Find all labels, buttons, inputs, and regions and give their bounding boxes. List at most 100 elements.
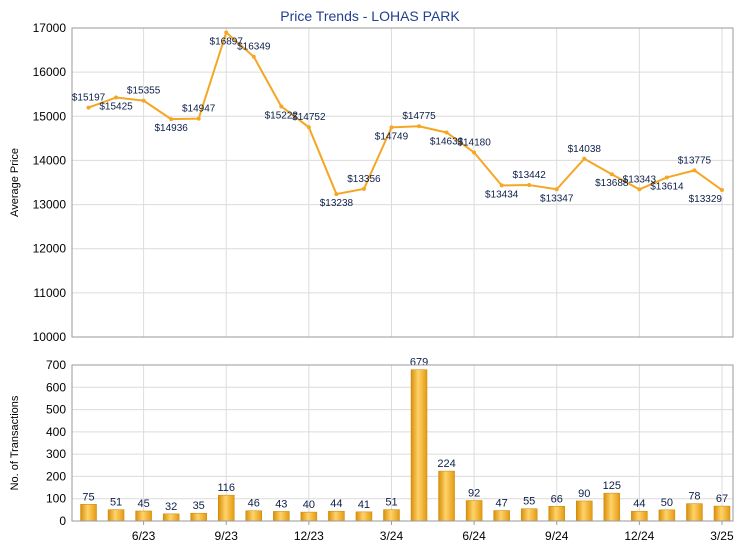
price-data-label: $16349 [237,42,271,53]
price-series-line [88,31,723,196]
transaction-data-label: 46 [248,498,260,510]
price-y-tick: 10000 [33,330,67,344]
price-data-label: $13356 [347,174,381,185]
transaction-bar [162,513,180,522]
x-tick-label: 3/24 [380,529,404,543]
price-y-axis-label: Average Price [9,148,21,217]
price-data-label: $14947 [182,104,216,115]
transaction-bar [355,511,373,522]
transaction-bar [328,510,345,522]
transactions-y-axis-label: No. of Transactions [9,395,21,490]
price-data-label: $13434 [485,189,519,200]
price-y-tick: 15000 [33,109,67,123]
transactions-y-tick: 500 [46,403,66,417]
transaction-bar [603,492,621,522]
price-point [114,95,119,100]
price-data-label: $13238 [320,198,354,209]
transaction-data-label: 40 [303,499,315,511]
x-tick-label: 12/23 [294,529,324,543]
transaction-data-label: 55 [523,496,535,508]
x-tick-label: 3/25 [710,529,734,543]
transaction-bar [713,505,731,522]
price-point [417,124,422,129]
transaction-bar [410,369,428,522]
price-data-label: $13688 [595,178,629,189]
transaction-bar [520,508,538,522]
price-point [86,105,91,110]
price-data-label: $15197 [72,93,106,104]
transaction-bar [493,510,510,522]
price-data-label: $14038 [568,144,602,155]
transaction-data-label: 43 [275,498,287,510]
chart-title: Price Trends - LOHAS PARK [280,8,460,24]
price-point [279,104,284,109]
transactions-plot-area [72,365,733,521]
transaction-data-label: 66 [551,493,563,505]
transaction-bar [383,509,400,522]
price-point [472,150,477,155]
transaction-data-label: 32 [165,501,177,513]
price-point [664,175,669,180]
transaction-data-label: 44 [633,498,645,510]
price-data-label: $15355 [127,86,161,97]
transactions-y-tick: 200 [46,469,66,483]
transaction-data-label: 45 [137,498,149,510]
transaction-data-label: 679 [410,357,428,369]
price-data-label: $14180 [457,137,491,148]
x-tick-label: 9/24 [545,529,569,543]
transactions-y-tick: 0 [59,514,66,528]
price-point [444,130,449,135]
transaction-data-label: 224 [437,458,455,470]
transaction-data-label: 75 [82,491,94,503]
price-data-label: $13329 [689,194,723,205]
transactions-y-tick: 400 [46,425,66,439]
price-data-label: $15222 [265,110,299,121]
price-data-label: $13347 [540,193,574,204]
price-point [719,188,724,193]
transaction-bar [245,510,263,522]
transaction-data-label: 44 [330,498,342,510]
transaction-data-label: 90 [578,488,590,500]
price-point [637,187,642,192]
transaction-data-label: 67 [716,493,728,505]
transactions-panel: 0 100 200 300 400 500 600 700 6/23 9/23 12/23 3/24 6… [9,357,734,543]
transaction-data-label: 78 [688,491,700,503]
price-data-label: $14775 [402,111,436,122]
price-point [609,172,614,177]
price-point [389,125,394,130]
transactions-plot-frame [71,364,734,522]
transactions-y-tick: 600 [46,380,66,394]
transaction-bar [300,511,318,522]
transaction-bar [80,504,97,522]
price-y-tick: 16000 [33,65,67,79]
price-data-label: $13614 [650,181,684,192]
x-tick-label: 9/23 [215,529,239,543]
transaction-bar [438,470,455,522]
transaction-bar [107,509,125,522]
transaction-bar [631,510,648,522]
price-point [334,192,339,197]
x-tick-label: 6/24 [462,529,486,543]
transaction-bar [686,503,703,522]
transaction-data-label: 47 [496,498,508,510]
price-point [554,187,559,192]
price-point [224,30,229,35]
transaction-bar [273,511,290,522]
price-data-label: $13442 [513,170,547,181]
transaction-bar [135,510,152,522]
x-tick-label: 6/23 [132,529,156,543]
price-data-label: $13343 [623,174,657,185]
transaction-bar [465,500,483,522]
transaction-data-label: 51 [385,497,397,509]
transaction-bar [190,512,207,522]
transaction-data-label: 35 [193,500,205,512]
transaction-data-label: 51 [110,497,122,509]
price-point [169,117,174,122]
price-data-label: $14633 [430,136,464,147]
price-data-label: $16897 [210,37,244,48]
price-data-label: $14749 [375,131,409,142]
price-data-label: $14936 [154,123,188,134]
transaction-bar [217,494,235,522]
price-point [251,54,256,59]
